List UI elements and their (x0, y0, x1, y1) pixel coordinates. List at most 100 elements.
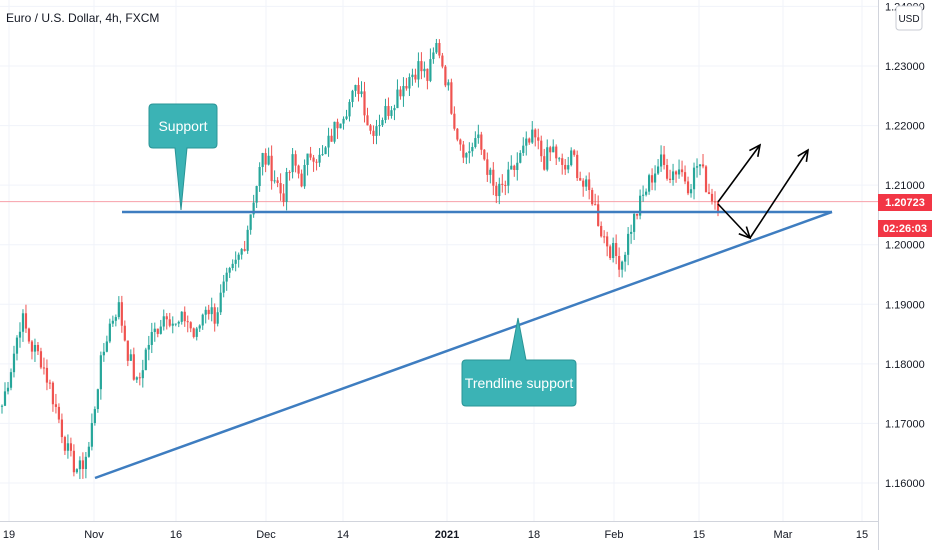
candle-body (165, 316, 168, 320)
candle (186, 315, 189, 333)
candle-body (30, 341, 34, 352)
trendline-callout[interactable]: Trendline support (461, 317, 577, 407)
candle (357, 77, 360, 102)
support-callout[interactable]: Support (148, 103, 218, 211)
candle-body (480, 134, 483, 150)
candle-body (99, 355, 102, 390)
candle-body (168, 319, 171, 326)
candle (656, 159, 660, 175)
candle-body (150, 331, 153, 345)
candle (423, 61, 426, 78)
candle (510, 155, 513, 170)
candle-body (288, 172, 291, 174)
candle (171, 316, 174, 334)
candle (291, 148, 294, 179)
candle-body (3, 391, 7, 406)
candle-body (597, 204, 600, 226)
candle (531, 121, 534, 145)
candle-body (633, 213, 636, 232)
candle-body (710, 193, 714, 202)
candle (123, 320, 126, 342)
candle (636, 213, 639, 220)
candle (390, 106, 393, 119)
candle (639, 189, 642, 220)
candle-body (525, 138, 528, 146)
candle (156, 328, 159, 338)
candle-body (108, 323, 111, 342)
candle (642, 185, 645, 202)
candle (462, 140, 465, 164)
candle-body (537, 137, 540, 141)
candle-body (141, 370, 144, 379)
candle-body (18, 331, 22, 338)
candle (492, 162, 495, 196)
candle (270, 145, 273, 190)
candle-body (435, 43, 438, 53)
candle (198, 324, 201, 333)
candle (474, 131, 477, 149)
candle-body (432, 52, 435, 60)
candle-body (411, 74, 414, 78)
currency-badge[interactable]: USD (895, 5, 923, 31)
candle-body (81, 460, 84, 469)
candle (210, 297, 213, 322)
candle-body (36, 344, 40, 352)
candle-body (513, 165, 516, 171)
candle (258, 162, 261, 192)
candle-body (222, 281, 225, 293)
candle-body (336, 121, 339, 129)
candle-body (462, 144, 465, 158)
candle-body (534, 129, 537, 138)
candle-body (609, 246, 612, 259)
candle-body (318, 154, 321, 163)
candle (366, 107, 369, 126)
y-tick-label: 1.20000 (885, 240, 925, 252)
candle (576, 150, 579, 181)
candle (564, 159, 567, 175)
candle (78, 456, 81, 480)
candle-body (69, 443, 73, 451)
trendline (94, 210, 833, 480)
candle (21, 309, 25, 342)
candle (603, 230, 606, 244)
candle-body (713, 201, 717, 203)
candle-body (474, 138, 477, 148)
candle-body (15, 337, 19, 354)
candle (228, 266, 231, 279)
candle (477, 124, 480, 144)
candle (627, 227, 630, 266)
candle-body (387, 106, 390, 116)
candle (516, 152, 519, 181)
last-price-value: 1.20723 (885, 197, 925, 209)
candle-body (219, 292, 222, 313)
candle-body (342, 118, 345, 124)
candle (612, 237, 615, 263)
candle (689, 183, 693, 198)
candle-body (162, 316, 165, 327)
candle-body (369, 125, 372, 131)
candle (72, 444, 75, 477)
y-tick-label: 1.18000 (885, 359, 925, 371)
candle (411, 68, 414, 86)
candle (381, 117, 384, 127)
candle-body (414, 74, 417, 80)
candle (630, 224, 633, 244)
candle-body (183, 311, 186, 322)
candle-body (276, 180, 279, 184)
candle-body (138, 377, 141, 379)
candle (207, 304, 210, 320)
candle (546, 139, 549, 172)
candle (683, 165, 687, 185)
candle (273, 170, 276, 184)
candle (345, 109, 348, 121)
candle (3, 382, 7, 407)
candle (354, 84, 357, 97)
candle-body (492, 169, 495, 186)
candle (267, 147, 270, 166)
candle (126, 340, 129, 367)
candle-body (570, 150, 573, 166)
candle (285, 167, 288, 211)
candle-body (27, 328, 31, 342)
candle-body (615, 243, 618, 257)
